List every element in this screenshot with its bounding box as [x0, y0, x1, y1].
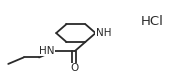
- Text: HCl: HCl: [141, 15, 164, 28]
- Text: HN: HN: [39, 46, 54, 56]
- Text: O: O: [70, 63, 78, 73]
- Text: NH: NH: [96, 28, 111, 38]
